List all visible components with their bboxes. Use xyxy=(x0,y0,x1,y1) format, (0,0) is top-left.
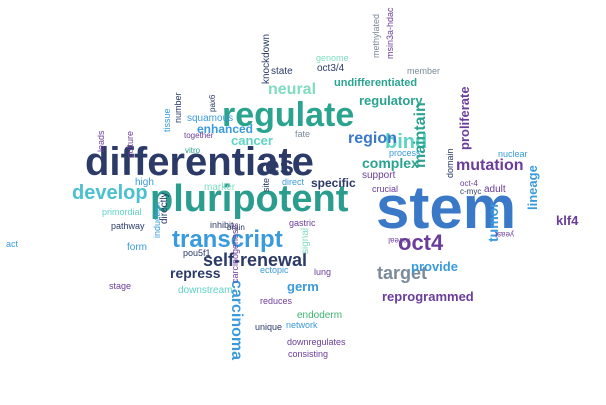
word-network: network xyxy=(286,320,318,330)
word-vitro: vitro xyxy=(185,146,201,155)
word-self-renewal: self-renewal xyxy=(203,250,308,270)
word-process: process xyxy=(389,148,421,158)
word-inhibit: inhibit xyxy=(210,220,234,230)
word-maintain: maintain xyxy=(412,102,429,168)
word-downregulates: downregulates xyxy=(287,337,346,347)
word-squamous: squamous xyxy=(187,113,234,124)
word-transcript: transcript xyxy=(172,226,283,253)
word-cancer: cancer xyxy=(231,133,273,148)
word-develop: develop xyxy=(72,182,148,204)
word-oct4: oct4 xyxy=(398,230,444,255)
word-es: es xyxy=(265,150,294,180)
word-lineage: lineage xyxy=(525,165,540,210)
word-region: region xyxy=(348,130,397,147)
word-differentiate: differentiate xyxy=(85,140,314,184)
word-nuclear: nuclear xyxy=(498,149,528,159)
word-consisting: consisting xyxy=(288,349,329,359)
word-stage: stage xyxy=(109,281,132,291)
word-signal: signal xyxy=(300,227,311,254)
word-reprogrammed: reprogrammed xyxy=(382,289,474,304)
word-oct-4: oct-4 xyxy=(460,179,478,188)
word-knockdown: knockdown xyxy=(261,33,272,84)
word-gastric: gastric xyxy=(289,218,316,228)
word-reveal: reveal xyxy=(388,236,410,245)
word-marker: marker xyxy=(204,182,236,193)
word-reduces: reduces xyxy=(260,296,293,306)
word-stem: stem xyxy=(376,174,517,241)
word-brain: brain xyxy=(227,223,245,232)
word-pathway: pathway xyxy=(111,221,145,231)
word-state: state xyxy=(271,66,293,77)
word-domain: domain xyxy=(445,148,455,178)
word-induction: induction xyxy=(152,201,162,238)
word-oct3-4: oct3/4 xyxy=(317,63,345,74)
word-undifferentiated: undifferentiated xyxy=(334,77,418,89)
word-mutation: mutation xyxy=(456,157,524,174)
word-act: act xyxy=(6,239,19,249)
word-pou5f1: pou5f1 xyxy=(183,248,211,258)
word-downstream: downstream xyxy=(178,285,233,296)
word-germ: germ xyxy=(287,279,319,294)
word-number: number xyxy=(173,92,183,123)
word-form: form xyxy=(127,242,147,253)
word-regulate: regulate xyxy=(222,96,355,134)
word-carcinogenesis: carcinogenesis xyxy=(230,222,240,283)
word-neural: neural xyxy=(268,81,317,98)
word-endoderm: endoderm xyxy=(297,310,343,321)
word-msin3a-hdac: msin3a-hdac xyxy=(385,7,395,59)
word-direct: direct xyxy=(282,177,305,187)
word-adult: adult xyxy=(484,184,506,195)
word-high: high xyxy=(135,177,154,188)
word-site: site xyxy=(261,177,271,192)
word-repress: repress xyxy=(170,265,221,281)
word-primordial: primordial xyxy=(102,207,142,217)
word-member: member xyxy=(407,66,441,76)
word-leads: leads xyxy=(96,130,106,152)
word-pax6: pax6 xyxy=(208,94,217,112)
word-support: support xyxy=(362,170,396,181)
word-tissue: tissue xyxy=(162,108,172,132)
word-crucial: crucial xyxy=(372,184,399,194)
word-yeast: yeast xyxy=(494,230,514,239)
word-klf4: klf4 xyxy=(556,213,579,228)
word-c-myc: c-myc xyxy=(460,187,482,196)
word-target: target xyxy=(377,263,428,283)
word-pluripotent: pluripotent xyxy=(150,178,349,220)
word-provide: provide xyxy=(411,259,458,274)
word-lung: lung xyxy=(314,267,332,277)
word-specific: specific xyxy=(311,176,356,190)
word-together: together xyxy=(184,131,214,140)
word-unique: unique xyxy=(255,322,283,332)
word-genome: genome xyxy=(316,53,349,63)
word-methylated: methylated xyxy=(371,13,381,58)
word-proliferate: proliferate xyxy=(457,86,472,150)
word-bind: bind xyxy=(385,131,428,153)
word-regulatory: regulatory xyxy=(359,93,423,108)
word-ectopic: ectopic xyxy=(260,265,289,275)
word-complex: complex xyxy=(362,155,419,171)
word-fate: fate xyxy=(295,129,311,139)
word-culture: culture xyxy=(125,130,135,158)
word-enhanced: enhanced xyxy=(197,122,254,136)
